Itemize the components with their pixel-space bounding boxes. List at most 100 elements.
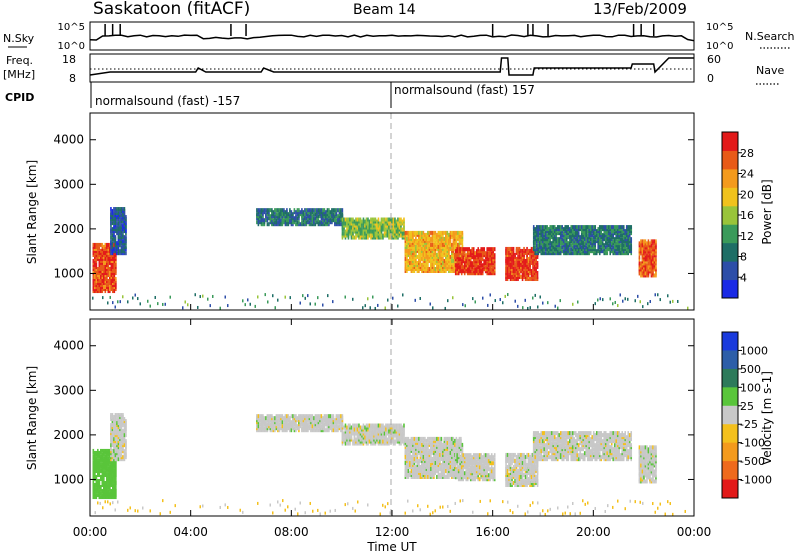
echo-cell — [123, 449, 126, 454]
echo-cell — [310, 424, 312, 429]
echo-cell — [265, 214, 267, 219]
echo-cell — [316, 420, 318, 425]
echo-cell — [97, 450, 99, 455]
echo-cell — [377, 441, 380, 446]
echo-cell — [398, 217, 401, 222]
echo-cell — [477, 253, 480, 258]
echo-cell — [403, 221, 405, 226]
echo-cell — [110, 437, 112, 442]
echo-cell — [94, 256, 96, 261]
echo-cell — [589, 247, 592, 252]
echo-cell — [101, 258, 104, 263]
echo-cell — [455, 230, 458, 235]
echo-cell — [597, 241, 600, 246]
echo-cell — [457, 234, 459, 239]
echo-cell — [272, 210, 275, 215]
echo-cell — [412, 244, 414, 249]
echo-cell — [100, 474, 102, 479]
echo-cell — [116, 245, 118, 250]
echo-cell — [421, 240, 423, 245]
echo-cell — [338, 424, 341, 429]
echo-cell — [469, 259, 472, 264]
echo-cell — [613, 241, 616, 246]
echo-cell — [122, 213, 124, 218]
echo-cell — [533, 266, 536, 271]
echo-cell — [621, 247, 624, 252]
echo-cell — [125, 429, 127, 434]
echo-cell — [113, 425, 115, 430]
echo-cell — [119, 413, 121, 418]
echo-cell — [424, 240, 426, 245]
echo-cell — [361, 233, 363, 238]
echo-cell — [509, 266, 512, 271]
echo-cell — [534, 251, 537, 256]
echo-cell — [117, 429, 120, 434]
echo-cell — [490, 257, 493, 262]
echo-cell — [344, 217, 347, 222]
echo-cell — [640, 249, 642, 254]
echo-cell — [257, 426, 260, 431]
echo-cell — [603, 225, 606, 230]
echo-cell — [340, 214, 342, 219]
echo-cell — [505, 273, 507, 278]
echo-cell — [299, 418, 302, 423]
echo-cell — [603, 227, 606, 232]
echo-cell — [468, 257, 471, 262]
echo-cell — [422, 238, 425, 243]
echo-cell — [395, 427, 398, 432]
echo-cell — [113, 215, 115, 220]
echo-cell — [555, 227, 558, 232]
echo-cell — [421, 246, 423, 251]
echo-cell — [377, 223, 380, 228]
echo-cell — [322, 420, 324, 425]
echo-cell — [445, 268, 447, 273]
echo-cell — [334, 216, 336, 221]
echo-cell — [257, 418, 260, 423]
echo-cell — [320, 212, 323, 217]
echo-cell — [114, 239, 117, 244]
echo-cell — [110, 413, 112, 418]
echo-cell — [383, 427, 386, 432]
echo-cell — [281, 424, 284, 429]
echo-cell — [104, 493, 107, 498]
echo-cell — [95, 275, 98, 280]
echo-cell — [95, 258, 98, 263]
echo-cell — [107, 248, 110, 253]
echo-cell — [416, 248, 419, 253]
echo-cell — [113, 487, 116, 492]
echo-cell — [398, 439, 401, 444]
echo-cell — [284, 428, 287, 433]
echo-cell — [415, 266, 417, 271]
echo-cell — [401, 221, 404, 226]
echo-cell — [103, 273, 105, 278]
echo-cell — [615, 243, 618, 248]
echo-cell — [530, 268, 533, 273]
echo-cell — [430, 256, 432, 261]
echo-cell — [373, 431, 375, 436]
echo-cell — [289, 212, 291, 217]
echo-cell — [524, 271, 527, 276]
echo-cell — [373, 433, 375, 438]
echo-cell — [509, 248, 512, 253]
echo-cell — [109, 493, 111, 498]
ground-scatter-cell — [134, 293, 136, 297]
echo-cell — [652, 273, 654, 278]
echo-cell — [385, 423, 387, 428]
echo-cell — [492, 257, 495, 262]
ground-scatter-cell — [542, 301, 544, 305]
echo-cell — [125, 455, 127, 460]
echo-cell — [115, 460, 117, 465]
echo-cell — [338, 426, 341, 431]
echo-cell — [477, 265, 480, 270]
echo-cell — [117, 443, 120, 448]
echo-cell — [591, 243, 594, 248]
echo-cell — [544, 227, 547, 232]
ground-scatter-cell — [529, 306, 531, 310]
echo-cell — [100, 289, 102, 294]
echo-cell — [591, 229, 594, 234]
echo-cell — [621, 241, 624, 246]
echo-cell — [595, 249, 598, 254]
echo-cell — [394, 235, 396, 240]
echo-cell — [565, 233, 568, 238]
echo-cell — [122, 207, 124, 212]
